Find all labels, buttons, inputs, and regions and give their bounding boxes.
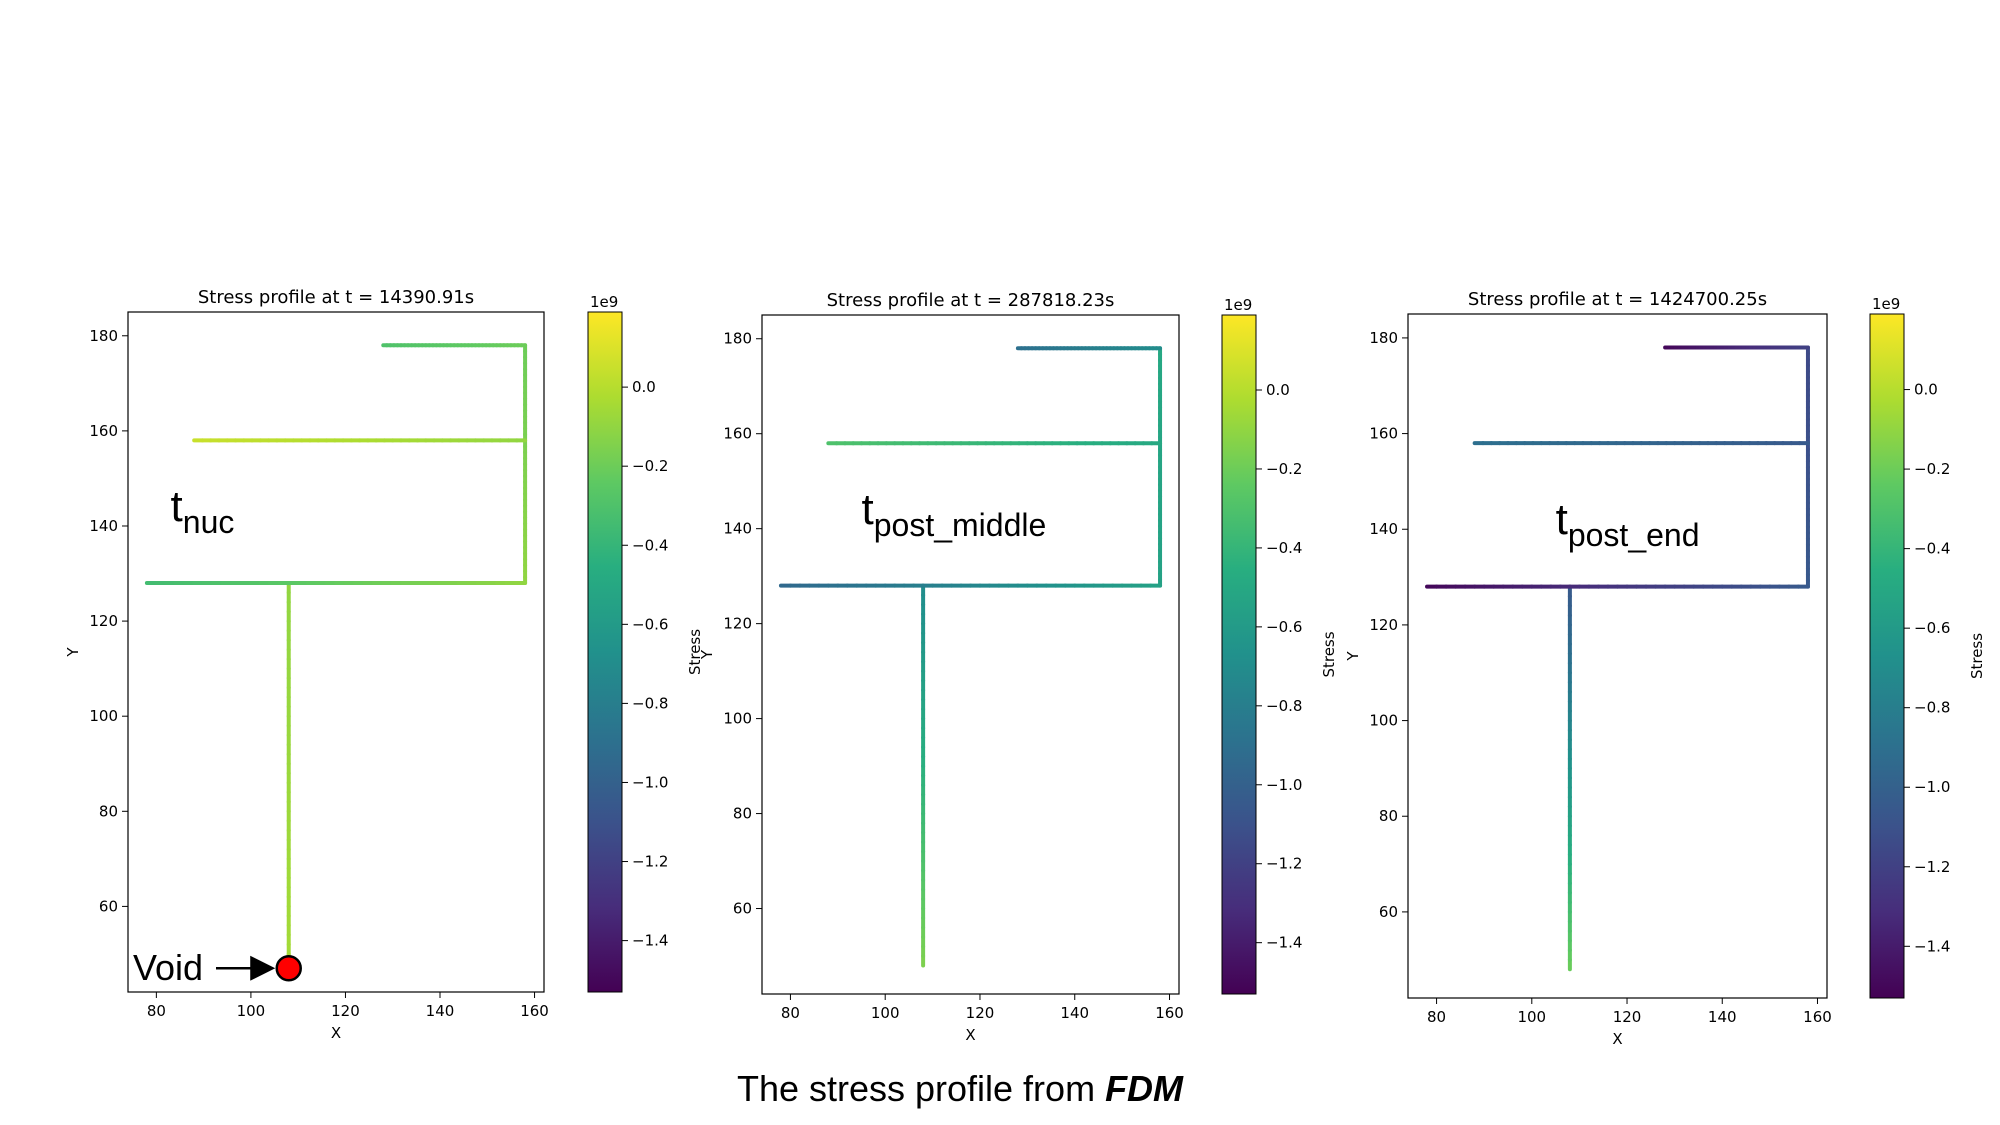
colorbar-label: Stress bbox=[686, 629, 704, 675]
time-label: tnuc bbox=[171, 482, 235, 540]
colorbar-tick-label: −1.4 bbox=[1914, 937, 1950, 955]
void-marker bbox=[275, 954, 302, 982]
y-tick-label: 160 bbox=[89, 422, 118, 440]
colorbar-label: Stress bbox=[1320, 631, 1338, 677]
y-tick-label: 80 bbox=[733, 805, 752, 823]
colorbar-tick-label: −0.8 bbox=[632, 694, 668, 712]
colorbar-tick-label: −0.4 bbox=[1914, 540, 1950, 558]
colorbar-tick-label: −1.2 bbox=[632, 853, 668, 871]
colorbar-tick-label: −0.6 bbox=[1914, 619, 1950, 637]
y-tick-label: 100 bbox=[89, 707, 118, 725]
y-tick-label: 60 bbox=[1379, 903, 1398, 921]
time-label-sub: post_middle bbox=[874, 507, 1047, 543]
y-tick-label: 160 bbox=[723, 425, 752, 443]
chart-title: Stress profile at t = 1424700.25s bbox=[1468, 289, 1767, 310]
colorbar-tick-label: −1.0 bbox=[1266, 776, 1302, 794]
colorbar-tick-label: −0.4 bbox=[632, 536, 668, 554]
colorbar-tick-label: −1.4 bbox=[1266, 934, 1302, 952]
y-tick-label: 100 bbox=[1369, 712, 1398, 730]
y-tick-label: 80 bbox=[1379, 807, 1398, 825]
time-label: tpost_middle bbox=[862, 485, 1047, 543]
chart-title: Stress profile at t = 287818.23s bbox=[827, 290, 1115, 311]
x-tick-label: 140 bbox=[1708, 1008, 1737, 1026]
colorbar-tick-label: −0.2 bbox=[1914, 460, 1950, 478]
y-tick-label: 60 bbox=[733, 900, 752, 918]
chart-title: Stress profile at t = 14390.91s bbox=[198, 287, 474, 308]
x-tick-label: 100 bbox=[1517, 1008, 1546, 1026]
chart-panel-3: Stress profile at t = 1424700.25s 80 100 12… bbox=[1344, 289, 1986, 1048]
chart-panel-1: Stress profile at t = 14390.91s 80 100 120 1… bbox=[64, 287, 704, 1042]
x-tick-label: 100 bbox=[871, 1004, 900, 1022]
y-tick-label: 140 bbox=[723, 520, 752, 538]
colorbar-tick-label: −0.4 bbox=[1266, 539, 1302, 557]
colorbar-tick-label: −0.6 bbox=[632, 615, 668, 633]
y-tick-label: 120 bbox=[89, 612, 118, 630]
y-axis-label: Y bbox=[698, 649, 716, 660]
y-tick-label: 140 bbox=[89, 517, 118, 535]
y-axis-label: Y bbox=[64, 647, 82, 658]
colorbar-tick-label: −1.2 bbox=[1266, 855, 1302, 873]
caption-emphasis: FDM bbox=[1105, 1068, 1184, 1109]
colorbar bbox=[1869, 313, 1905, 999]
colorbar-tick-label: 0.0 bbox=[1266, 381, 1290, 399]
colorbar-tick-label: −1.0 bbox=[1914, 778, 1950, 796]
time-label: tpost_end bbox=[1556, 495, 1700, 553]
colorbar-tick-label: 0.0 bbox=[632, 378, 656, 396]
figure-caption: The stress profile from FDM bbox=[0, 1068, 1920, 1110]
void-label: Void bbox=[133, 947, 203, 988]
colorbar-tick-label: −1.2 bbox=[1914, 858, 1950, 876]
time-label-main: t bbox=[171, 482, 183, 531]
x-tick-label: 120 bbox=[331, 1002, 360, 1020]
chart-panel-2: Stress profile at t = 287818.23s 80 100 120… bbox=[698, 290, 1338, 1044]
y-tick-label: 180 bbox=[1369, 329, 1398, 347]
x-tick-label: 160 bbox=[1155, 1004, 1184, 1022]
x-axis-label: X bbox=[1612, 1030, 1622, 1048]
colorbar-tick-label: −0.6 bbox=[1266, 618, 1302, 636]
y-tick-label: 100 bbox=[723, 710, 752, 728]
x-tick-label: 80 bbox=[147, 1002, 166, 1020]
y-tick-label: 80 bbox=[99, 802, 118, 820]
colorbar bbox=[587, 311, 623, 993]
x-tick-label: 80 bbox=[781, 1004, 800, 1022]
time-label-main: t bbox=[1556, 495, 1568, 544]
y-tick-label: 180 bbox=[89, 327, 118, 345]
y-tick-label: 120 bbox=[1369, 616, 1398, 634]
time-label-sub: nuc bbox=[183, 504, 235, 540]
colorbar-tick-label: −0.2 bbox=[632, 457, 668, 475]
x-axis-label: X bbox=[331, 1024, 341, 1042]
colorbar-tick-label: −0.8 bbox=[1266, 697, 1302, 715]
x-tick-label: 120 bbox=[1613, 1008, 1642, 1026]
axes-frame bbox=[1407, 313, 1828, 999]
colorbar bbox=[1221, 314, 1257, 995]
colorbar-tick-label: −1.0 bbox=[632, 773, 668, 791]
colorbar-exponent: 1e9 bbox=[1872, 295, 1900, 313]
x-axis-label: X bbox=[965, 1026, 975, 1044]
colorbar-exponent: 1e9 bbox=[1224, 296, 1252, 314]
x-tick-label: 160 bbox=[1803, 1008, 1832, 1026]
x-tick-label: 140 bbox=[426, 1002, 455, 1020]
x-tick-label: 80 bbox=[1427, 1008, 1446, 1026]
x-tick-label: 140 bbox=[1060, 1004, 1089, 1022]
y-tick-label: 140 bbox=[1369, 520, 1398, 538]
colorbar-tick-label: −0.2 bbox=[1266, 460, 1302, 478]
colorbar-tick-label: −0.8 bbox=[1914, 699, 1950, 717]
time-label-sub: post_end bbox=[1568, 517, 1700, 553]
caption-text: The stress profile from bbox=[736, 1068, 1106, 1109]
colorbar-exponent: 1e9 bbox=[590, 293, 618, 311]
y-tick-label: 180 bbox=[723, 330, 752, 348]
y-tick-label: 60 bbox=[99, 897, 118, 915]
axes-frame bbox=[761, 314, 1180, 995]
x-tick-label: 120 bbox=[966, 1004, 995, 1022]
x-tick-label: 160 bbox=[520, 1002, 549, 1020]
colorbar-label: Stress bbox=[1968, 633, 1986, 679]
colorbar-tick-label: 0.0 bbox=[1914, 381, 1938, 399]
y-tick-label: 120 bbox=[723, 615, 752, 633]
axes-frame bbox=[127, 311, 545, 993]
y-axis-label: Y bbox=[1344, 651, 1362, 662]
x-tick-label: 100 bbox=[237, 1002, 266, 1020]
y-tick-label: 160 bbox=[1369, 425, 1398, 443]
time-label-main: t bbox=[862, 485, 874, 534]
colorbar-tick-label: −1.4 bbox=[632, 932, 668, 950]
